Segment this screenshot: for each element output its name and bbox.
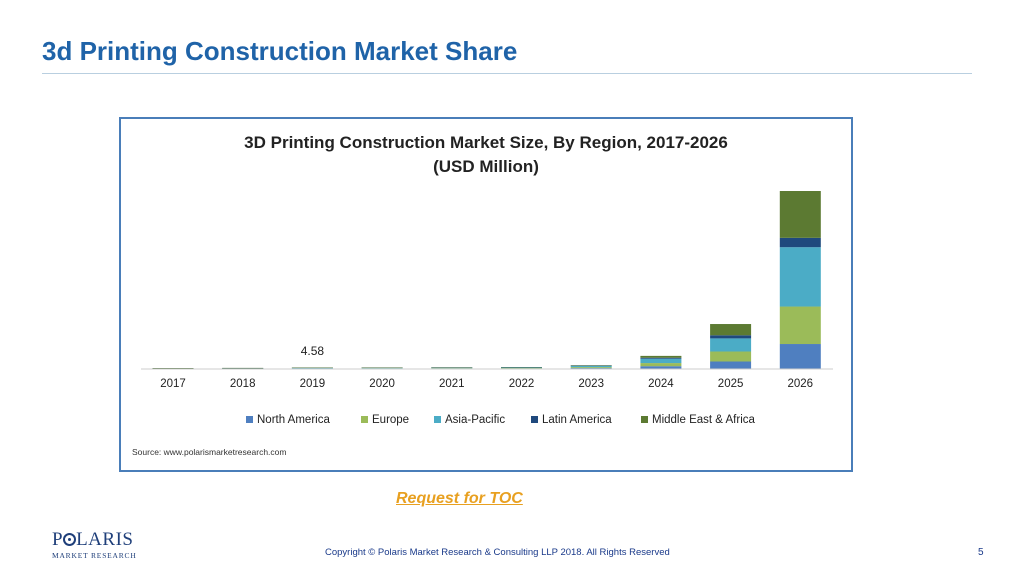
chart-title: 3D Printing Construction Market Size, By… [244,133,728,152]
bar-2022-asia-pacific [501,367,542,369]
copyright-text: Copyright © Polaris Market Research & Co… [325,547,670,558]
page-number: 5 [978,547,984,558]
legend-label-north-america: North America [257,414,330,426]
x-tick-label-2017: 2017 [160,378,186,390]
logo-wordmark: P LARIS [52,529,134,550]
bar-2024-asia-pacific [640,358,682,364]
polaris-logo: P LARIS MARKET RESEARCH [52,530,137,560]
bar-2025-north-america [710,361,752,369]
bar-2024-latin-america [640,357,682,359]
bar-2024-north-america [640,366,682,369]
bar-2026-north-america [779,344,821,369]
bar-2026-asia-pacific [779,247,821,307]
legend-label-latin-america: Latin America [542,414,612,426]
x-tick-label-2018: 2018 [230,378,256,390]
bar-2024-europe [640,363,682,367]
bar-2021-asia-pacific [431,367,473,369]
legend-swatch-asia-pacific [434,416,441,423]
title-divider [42,73,972,74]
legend-swatch-latin-america [531,416,538,423]
bar-2025-asia-pacific [710,338,752,352]
bar-2025-latin-america [710,335,752,339]
chart-source: Source: www.polarismarketresearch.com [132,447,286,457]
bar-2026-europe [779,306,821,345]
compass-icon [63,533,77,546]
x-tick-label-2026: 2026 [788,378,814,390]
legend-label-asia-pacific: Asia-Pacific [445,414,505,426]
legend-label-middle-east-africa: Middle East & Africa [652,414,756,426]
x-tick-label-2023: 2023 [578,378,604,390]
legend-swatch-middle-east-africa [641,416,648,423]
chart-frame: 3D Printing Construction Market Size, By… [119,117,853,472]
bar-2026-latin-america [779,237,821,248]
request-toc-link[interactable]: Request for TOC [396,490,523,507]
bar-2025-middle-east-africa [710,324,752,336]
stacked-bar-chart: 3D Printing Construction Market Size, By… [132,133,833,457]
legend-label-europe: Europe [372,414,409,426]
bar-2024-middle-east-africa [640,355,682,358]
logo-subtitle: MARKET RESEARCH [52,551,137,560]
data-label-2019: 4.58 [301,344,325,358]
bar-2023-asia-pacific [570,365,612,368]
x-tick-label-2025: 2025 [718,378,744,390]
x-tick-label-2020: 2020 [369,378,395,390]
x-tick-label-2019: 2019 [300,378,326,390]
bar-2025-europe [710,351,752,362]
bar-2026-middle-east-africa [779,191,821,238]
legend-swatch-europe [361,416,368,423]
x-tick-label-2021: 2021 [439,378,465,390]
bar-2023-europe [570,367,612,369]
chart-subtitle: (USD Million) [433,157,539,176]
x-tick-label-2022: 2022 [509,378,535,390]
slide-title: 3d Printing Construction Market Share [42,36,518,66]
x-tick-label-2024: 2024 [648,378,674,390]
legend-swatch-north-america [246,416,253,423]
